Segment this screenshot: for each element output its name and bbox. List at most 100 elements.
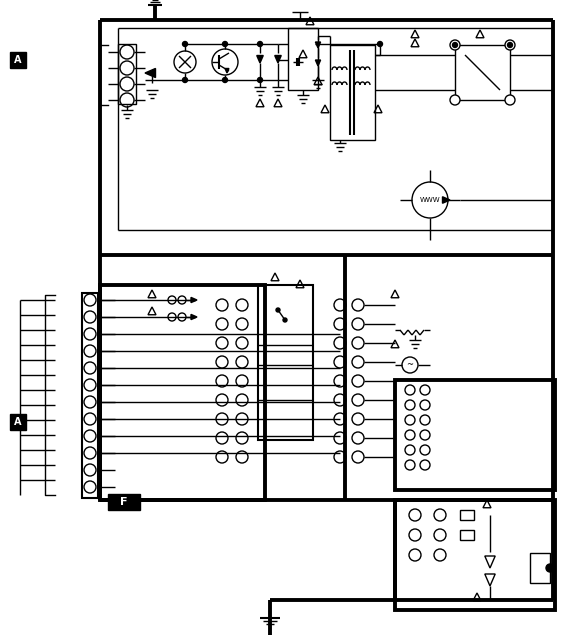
Circle shape — [84, 396, 96, 408]
Circle shape — [216, 413, 228, 425]
Circle shape — [168, 313, 176, 321]
Circle shape — [216, 451, 228, 463]
Circle shape — [334, 375, 346, 387]
Bar — [10, 52, 26, 68]
Circle shape — [505, 40, 515, 50]
Bar — [455, 45, 510, 100]
Circle shape — [216, 375, 228, 387]
Circle shape — [352, 451, 364, 463]
Circle shape — [434, 509, 446, 521]
Circle shape — [334, 451, 346, 463]
Circle shape — [212, 49, 238, 75]
Circle shape — [334, 356, 346, 368]
Circle shape — [405, 400, 415, 410]
Circle shape — [352, 299, 364, 311]
Circle shape — [352, 356, 364, 368]
Circle shape — [377, 41, 383, 46]
Bar — [258, 285, 313, 440]
Circle shape — [409, 509, 421, 521]
Circle shape — [450, 40, 460, 50]
Circle shape — [334, 337, 346, 349]
Bar — [288, 28, 318, 90]
Circle shape — [420, 400, 430, 410]
Circle shape — [216, 318, 228, 330]
Circle shape — [182, 41, 188, 46]
Circle shape — [505, 95, 515, 105]
Circle shape — [216, 432, 228, 444]
Circle shape — [120, 77, 134, 91]
Circle shape — [174, 51, 196, 73]
Text: WWW: WWW — [420, 197, 440, 203]
Circle shape — [223, 77, 228, 82]
Circle shape — [453, 43, 458, 48]
Circle shape — [236, 451, 248, 463]
Circle shape — [168, 296, 176, 304]
Circle shape — [405, 415, 415, 425]
Bar — [460, 510, 474, 520]
Circle shape — [405, 445, 415, 455]
Circle shape — [84, 379, 96, 391]
Circle shape — [352, 375, 364, 387]
Circle shape — [84, 294, 96, 306]
Circle shape — [182, 77, 188, 82]
Circle shape — [334, 299, 346, 311]
Circle shape — [84, 447, 96, 459]
Circle shape — [546, 564, 554, 572]
Circle shape — [334, 432, 346, 444]
Circle shape — [216, 394, 228, 406]
Bar — [100, 285, 265, 500]
Bar — [108, 494, 140, 510]
Circle shape — [420, 430, 430, 440]
Circle shape — [216, 337, 228, 349]
Circle shape — [334, 413, 346, 425]
Circle shape — [352, 413, 364, 425]
Polygon shape — [315, 42, 320, 48]
Circle shape — [276, 308, 280, 312]
Circle shape — [412, 182, 448, 218]
Circle shape — [352, 337, 364, 349]
Circle shape — [223, 41, 228, 46]
Bar — [395, 380, 555, 490]
Text: A: A — [14, 417, 21, 427]
Circle shape — [84, 345, 96, 357]
Circle shape — [283, 318, 287, 322]
Circle shape — [402, 357, 418, 373]
Circle shape — [258, 41, 263, 46]
Bar — [82, 293, 98, 498]
Circle shape — [236, 318, 248, 330]
Text: F: F — [120, 497, 128, 507]
Circle shape — [178, 296, 186, 304]
Circle shape — [434, 549, 446, 561]
Circle shape — [236, 299, 248, 311]
Circle shape — [236, 394, 248, 406]
Circle shape — [420, 460, 430, 470]
Circle shape — [84, 430, 96, 442]
Polygon shape — [225, 68, 229, 73]
Circle shape — [236, 337, 248, 349]
Circle shape — [216, 299, 228, 311]
Polygon shape — [191, 314, 197, 319]
Text: A: A — [14, 55, 21, 65]
Circle shape — [405, 385, 415, 395]
Circle shape — [236, 413, 248, 425]
Circle shape — [434, 529, 446, 541]
Text: ~: ~ — [406, 361, 414, 370]
Circle shape — [352, 318, 364, 330]
Circle shape — [84, 311, 96, 323]
Circle shape — [84, 328, 96, 340]
Polygon shape — [442, 197, 450, 204]
Circle shape — [405, 430, 415, 440]
Circle shape — [409, 549, 421, 561]
Circle shape — [352, 432, 364, 444]
Circle shape — [178, 313, 186, 321]
Polygon shape — [257, 55, 263, 63]
Circle shape — [258, 77, 263, 82]
Bar — [10, 414, 26, 430]
Circle shape — [120, 61, 134, 75]
Circle shape — [120, 45, 134, 59]
Circle shape — [84, 481, 96, 493]
Circle shape — [236, 432, 248, 444]
Circle shape — [84, 464, 96, 476]
Circle shape — [120, 93, 134, 107]
Bar — [530, 553, 550, 583]
